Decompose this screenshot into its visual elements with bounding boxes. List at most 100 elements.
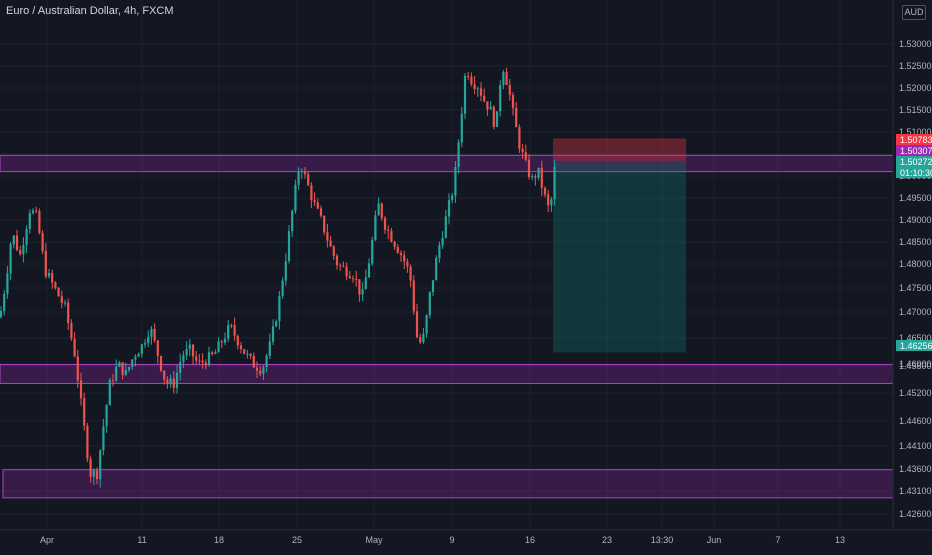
candle-body [227,325,230,339]
candle-body [518,127,521,149]
candle-body [41,233,44,252]
currency-button[interactable]: AUD [902,5,926,20]
candle-body [438,245,441,259]
candle-body [534,176,537,178]
candle-body [409,266,412,281]
candle-body [172,378,175,388]
candle-body [0,311,3,318]
candle-body [47,273,51,277]
candle-body [105,405,108,427]
candle-body [332,246,335,256]
candle-body [278,296,281,322]
candle-body [540,167,543,188]
candle-body [140,344,143,354]
price-tick-label: 1.45800 [899,361,932,371]
candle-body [57,287,60,297]
candle-body [73,338,76,357]
candle-body [339,265,342,267]
candle-body [367,263,371,278]
candle-body [147,336,150,344]
candle-body [441,237,444,246]
candle-body [406,261,409,267]
price-tick-label: 1.49500 [899,193,932,203]
candle-body [127,366,131,370]
candle-body [22,245,25,255]
candle-body [447,200,451,217]
candle-body [399,252,403,256]
candle-body [134,356,137,360]
candle-body [393,241,396,247]
take-profit-zone[interactable] [553,160,686,353]
price-tick-label: 1.49000 [899,215,932,225]
candle-body [76,356,79,381]
candle-body [313,200,316,203]
candle-body [15,235,19,251]
candle-body [118,362,121,367]
candle-body [291,210,294,232]
price-axis[interactable] [893,0,932,550]
candle-body [358,279,361,295]
price-tick-label: 1.42600 [899,509,932,519]
price-tick-label: 1.51500 [899,105,932,115]
candle-body [89,458,92,477]
entry-price-badge[interactable] [896,145,932,156]
candle-body [207,352,211,366]
candle-body [243,349,246,354]
candle-body [44,251,47,277]
candle-body [108,380,111,406]
candle-body [83,398,86,426]
candle-body [387,229,390,231]
symbol-title[interactable]: Euro / Australian Dollar, 4h, FXCM [6,5,174,17]
target-price-badge[interactable] [896,340,932,351]
candle-body [492,106,495,127]
candle-body [217,341,220,353]
candle-body [166,379,169,385]
stop-price-badge-label: 1.50783 [900,135,932,145]
stop-price-badge[interactable] [896,134,932,145]
price-tick-label: 1.52000 [899,83,932,93]
candle-body [252,355,255,368]
time-tick-label: Jun [707,535,722,545]
price-tick-label: 1.44600 [899,416,932,426]
candle-body [428,292,431,316]
candle-body [467,75,470,77]
time-tick-label: 13 [835,535,845,545]
candle-body [303,171,307,175]
candle-body [255,367,259,371]
candle-body [495,111,499,127]
candle-body [515,107,518,128]
candle-body [131,359,134,367]
stop-loss-zone[interactable] [553,138,686,161]
time-tick-label: 11 [137,535,146,545]
candle-body [3,293,6,312]
candle-body [364,277,367,290]
candle-body [92,470,95,477]
price-tick-label: 1.45200 [899,388,932,398]
candle-body [169,378,172,385]
candle-body [271,326,275,342]
candle-body [457,142,460,167]
candle-body [348,276,351,279]
candle-body [319,208,323,216]
candle-body [233,325,236,336]
candle-body [300,171,303,173]
candle-body [412,280,415,312]
candle-body [342,265,345,267]
candle-body [19,250,22,255]
candle-body [153,328,156,341]
candle-body [499,85,502,112]
candle-body [220,341,223,343]
zone-resistance[interactable] [0,154,894,173]
zone-lower-support[interactable] [2,469,894,499]
candle-body [124,369,127,375]
candle-body [479,88,483,96]
zone-support[interactable] [0,364,894,384]
candle-body [454,166,457,196]
candle-body [38,211,41,234]
current-price-badge[interactable] [896,156,932,178]
candle-body [99,450,102,480]
candle-body [425,315,428,334]
candle-body [9,244,12,274]
